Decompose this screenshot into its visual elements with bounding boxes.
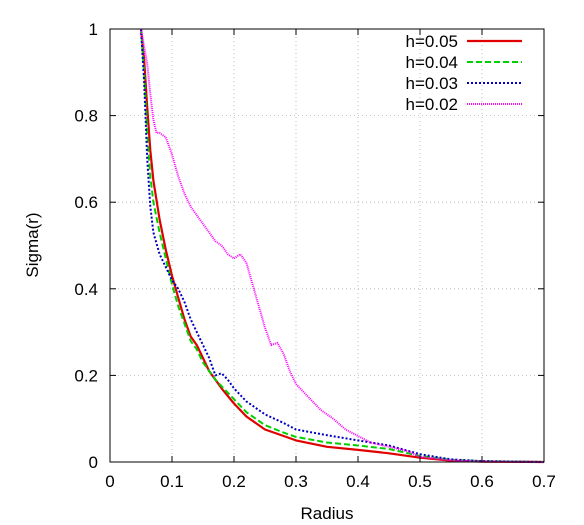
grid-layer bbox=[110, 29, 544, 462]
series-line-h=0.04 bbox=[140, 28, 545, 463]
y-axis-label: Sigma(r) bbox=[23, 212, 42, 277]
y-tick-label: 0.4 bbox=[74, 280, 98, 299]
legend-label: h=0.03 bbox=[406, 74, 458, 93]
y-tick-label: 1 bbox=[89, 20, 98, 39]
tick-layer: 0 0.1 0.2 0.3 0.4 0.5 0.6 0.7 0 0.2 0.4 0.6 0.8 1 bbox=[74, 20, 555, 491]
legend-label: h=0.05 bbox=[406, 32, 458, 51]
series-line-h=0.03 bbox=[140, 28, 545, 463]
x-tick-label: 0.3 bbox=[284, 472, 308, 491]
x-tick-label: 0.7 bbox=[532, 472, 556, 491]
y-tick-label: 0.6 bbox=[74, 193, 98, 212]
y-tick-label: 0 bbox=[89, 453, 98, 472]
x-tick-label: 0.5 bbox=[408, 472, 432, 491]
y-tick-label: 0.2 bbox=[74, 366, 98, 385]
x-tick-label: 0 bbox=[105, 472, 114, 491]
x-tick-label: 0.2 bbox=[222, 472, 246, 491]
series-layer bbox=[139, 28, 545, 464]
series-line-h=0.02 bbox=[140, 28, 545, 463]
x-axis-label: Radius bbox=[301, 504, 354, 523]
series-line-h=0.05 bbox=[139, 28, 545, 464]
legend: h=0.05 h=0.04 h=0.03 h=0.02 bbox=[406, 32, 522, 114]
x-tick-label: 0.4 bbox=[346, 472, 370, 491]
legend-label: h=0.04 bbox=[406, 53, 458, 72]
x-tick-label: 0.1 bbox=[160, 472, 184, 491]
y-tick-label: 0.8 bbox=[74, 107, 98, 126]
x-tick-label: 0.6 bbox=[470, 472, 494, 491]
legend-label: h=0.02 bbox=[406, 95, 458, 114]
plot-frame bbox=[109, 28, 545, 463]
